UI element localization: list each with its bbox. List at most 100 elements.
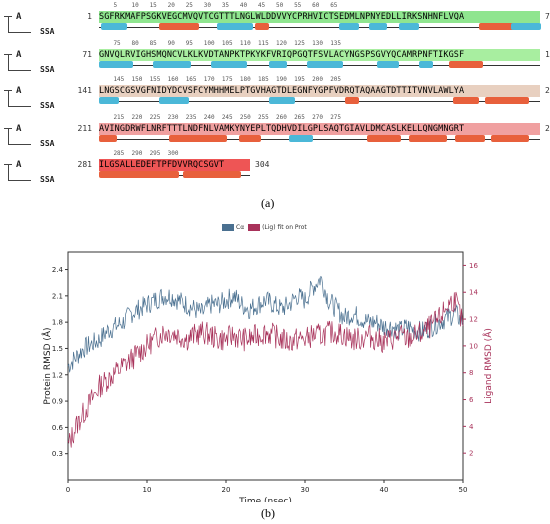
legend-swatch-ligand bbox=[248, 224, 261, 231]
sequence-row: A SSA 71 75 80 85 90 95 100 105 110 115 12… bbox=[4, 40, 550, 76]
ssa-track bbox=[99, 27, 540, 28]
y-right-tick-label: 10 bbox=[469, 342, 478, 350]
y-right-tick-label: 14 bbox=[469, 289, 478, 297]
row-end-index: 70 bbox=[545, 12, 550, 21]
residue-ruler: 215 220 225 230 235 240 245 250 255 260 … bbox=[99, 114, 342, 121]
chain-label: A bbox=[16, 124, 22, 134]
tree-connector bbox=[8, 164, 31, 181]
strand-segment bbox=[211, 61, 247, 68]
helix-segment bbox=[453, 97, 479, 104]
residue-ruler: 285 290 295 300 bbox=[99, 150, 179, 157]
helix-segment bbox=[345, 97, 359, 104]
helix-segment bbox=[169, 135, 227, 142]
strand-segment bbox=[399, 23, 419, 30]
strand-segment bbox=[159, 97, 189, 104]
helix-segment bbox=[491, 135, 529, 142]
x-tick-label: 20 bbox=[222, 486, 231, 494]
y-left-tick-label: 1.2 bbox=[52, 371, 63, 379]
strand-segment bbox=[153, 61, 191, 68]
y-left-tick-label: 0.6 bbox=[52, 424, 64, 432]
helix-segment bbox=[99, 135, 117, 142]
ligand-rmsd-series bbox=[67, 291, 464, 448]
legend-swatch-protein bbox=[222, 224, 234, 231]
ssa-label: SSA bbox=[40, 65, 55, 74]
chain-label: A bbox=[16, 86, 22, 96]
ssa-label: SSA bbox=[40, 101, 55, 110]
helix-segment bbox=[99, 171, 179, 178]
row-end-index: 210 bbox=[545, 86, 550, 95]
row-start-index: 211 bbox=[77, 124, 92, 133]
tree-connector bbox=[8, 54, 31, 71]
strand-segment bbox=[99, 97, 119, 104]
strand-segment bbox=[101, 23, 127, 30]
row-start-index: 141 bbox=[77, 86, 92, 95]
caption-a: (a) bbox=[261, 196, 275, 210]
y-right-tick-label: 8 bbox=[469, 369, 473, 377]
sequence-row: A SSA 211 215 220 225 230 235 240 245 250 … bbox=[4, 114, 550, 150]
x-tick-label: 0 bbox=[66, 486, 70, 494]
tree-connector bbox=[8, 128, 31, 145]
helix-segment bbox=[479, 23, 519, 30]
y-left-tick-label: 0.9 bbox=[52, 398, 63, 406]
strand-segment bbox=[99, 61, 133, 68]
row-end-index: 140 bbox=[545, 50, 550, 59]
sequence-text: AVINGDRWFLNRFTTTLNDFNLVAMKYNYEPLTQDHVDIL… bbox=[99, 123, 540, 135]
y-right-tick-label: 12 bbox=[469, 316, 478, 324]
residue-ruler: 145 150 155 160 165 170 175 180 185 190 … bbox=[99, 76, 342, 83]
strand-segment bbox=[339, 23, 359, 30]
y-right-tick-label: 16 bbox=[469, 262, 478, 270]
helix-segment bbox=[367, 135, 401, 142]
helix-segment bbox=[409, 135, 447, 142]
y-left-axis-title: Protein RMSD (Å) bbox=[41, 327, 53, 404]
sequence-row: A SSA 141 145 150 155 160 165 170 175 180 … bbox=[4, 76, 550, 112]
ssa-track bbox=[99, 101, 540, 102]
residue-ruler: 75 80 85 90 95 100 105 110 115 120 125 1… bbox=[99, 40, 342, 47]
protein-rmsd-series bbox=[67, 275, 464, 373]
strand-segment bbox=[307, 61, 343, 68]
helix-segment bbox=[255, 23, 269, 30]
residue-ruler: 5 10 15 20 25 30 35 40 45 50 55 60 65 bbox=[99, 2, 338, 9]
row-end-index: 280 bbox=[545, 124, 550, 133]
helix-segment bbox=[485, 97, 529, 104]
y-right-axis-title: Ligand RMSD (Å) bbox=[482, 328, 494, 404]
y-left-tick-label: 2.1 bbox=[52, 292, 63, 300]
sequence-row: A SSA 1 5 10 15 20 25 30 35 40 45 50 55 60… bbox=[4, 2, 550, 38]
x-tick-label: 50 bbox=[459, 486, 468, 494]
y-right-tick-label: 6 bbox=[469, 396, 474, 404]
sequence-panel: A SSA 1 5 10 15 20 25 30 35 40 45 50 55 60… bbox=[0, 0, 550, 188]
ssa-label: SSA bbox=[40, 27, 55, 36]
y-left-tick-label: 1.5 bbox=[52, 345, 63, 353]
legend-label-protein: Cα bbox=[236, 224, 245, 231]
sequence-text: SGFRKMAFPSGKVEGCMVQVTCGTTTLNGLWLDDVVYCPR… bbox=[99, 11, 540, 23]
row-start-index: 71 bbox=[82, 50, 92, 59]
y-right-tick-label: 4 bbox=[469, 423, 474, 431]
y-left-tick-label: 2.4 bbox=[52, 266, 64, 274]
strand-segment bbox=[217, 23, 253, 30]
strand-segment bbox=[269, 97, 295, 104]
chart-legend: Cα (Lig) fit on Prot bbox=[222, 224, 307, 231]
row-start-index: 1 bbox=[87, 12, 92, 21]
sequence-row: A SSA 281 285 290 295 300 ILGSALLEDEFTPFDVV… bbox=[4, 150, 544, 186]
helix-segment bbox=[449, 61, 483, 68]
row-end-index: 304 bbox=[255, 160, 270, 169]
ssa-label: SSA bbox=[40, 175, 55, 184]
row-start-index: 281 bbox=[77, 160, 92, 169]
y-left-tick-label: 1.8 bbox=[52, 319, 63, 327]
strand-segment bbox=[289, 135, 313, 142]
tree-connector bbox=[8, 16, 31, 33]
sequence-text: LNGSCGSVGFNIDYDCVSFCYMHHMELPTGVHAGTDLEGN… bbox=[99, 85, 540, 97]
chain-label: A bbox=[16, 50, 22, 60]
sequence-text: GNVQLRVIGHSMQNCVLKLKVDTANPKTPKYKFVRIQPGQ… bbox=[99, 49, 540, 61]
strand-segment bbox=[419, 61, 433, 68]
rmsd-chart: 0 10 20 30 40 50 0.3 0.6 0.9 1.2 1.5 1.8 2.1 2.4 2 4 6 8 1… bbox=[41, 251, 494, 502]
x-axis-title: Time (nsec) bbox=[238, 497, 292, 502]
x-tick-label: 30 bbox=[301, 486, 310, 494]
legend-label-ligand: (Lig) fit on Prot bbox=[262, 224, 307, 231]
x-tick-label: 40 bbox=[380, 486, 389, 494]
ssa-label: SSA bbox=[40, 139, 55, 148]
x-tick-label: 10 bbox=[143, 486, 152, 494]
helix-segment bbox=[159, 23, 199, 30]
strand-segment bbox=[369, 23, 387, 30]
helix-segment bbox=[455, 135, 485, 142]
tree-connector bbox=[8, 90, 31, 107]
